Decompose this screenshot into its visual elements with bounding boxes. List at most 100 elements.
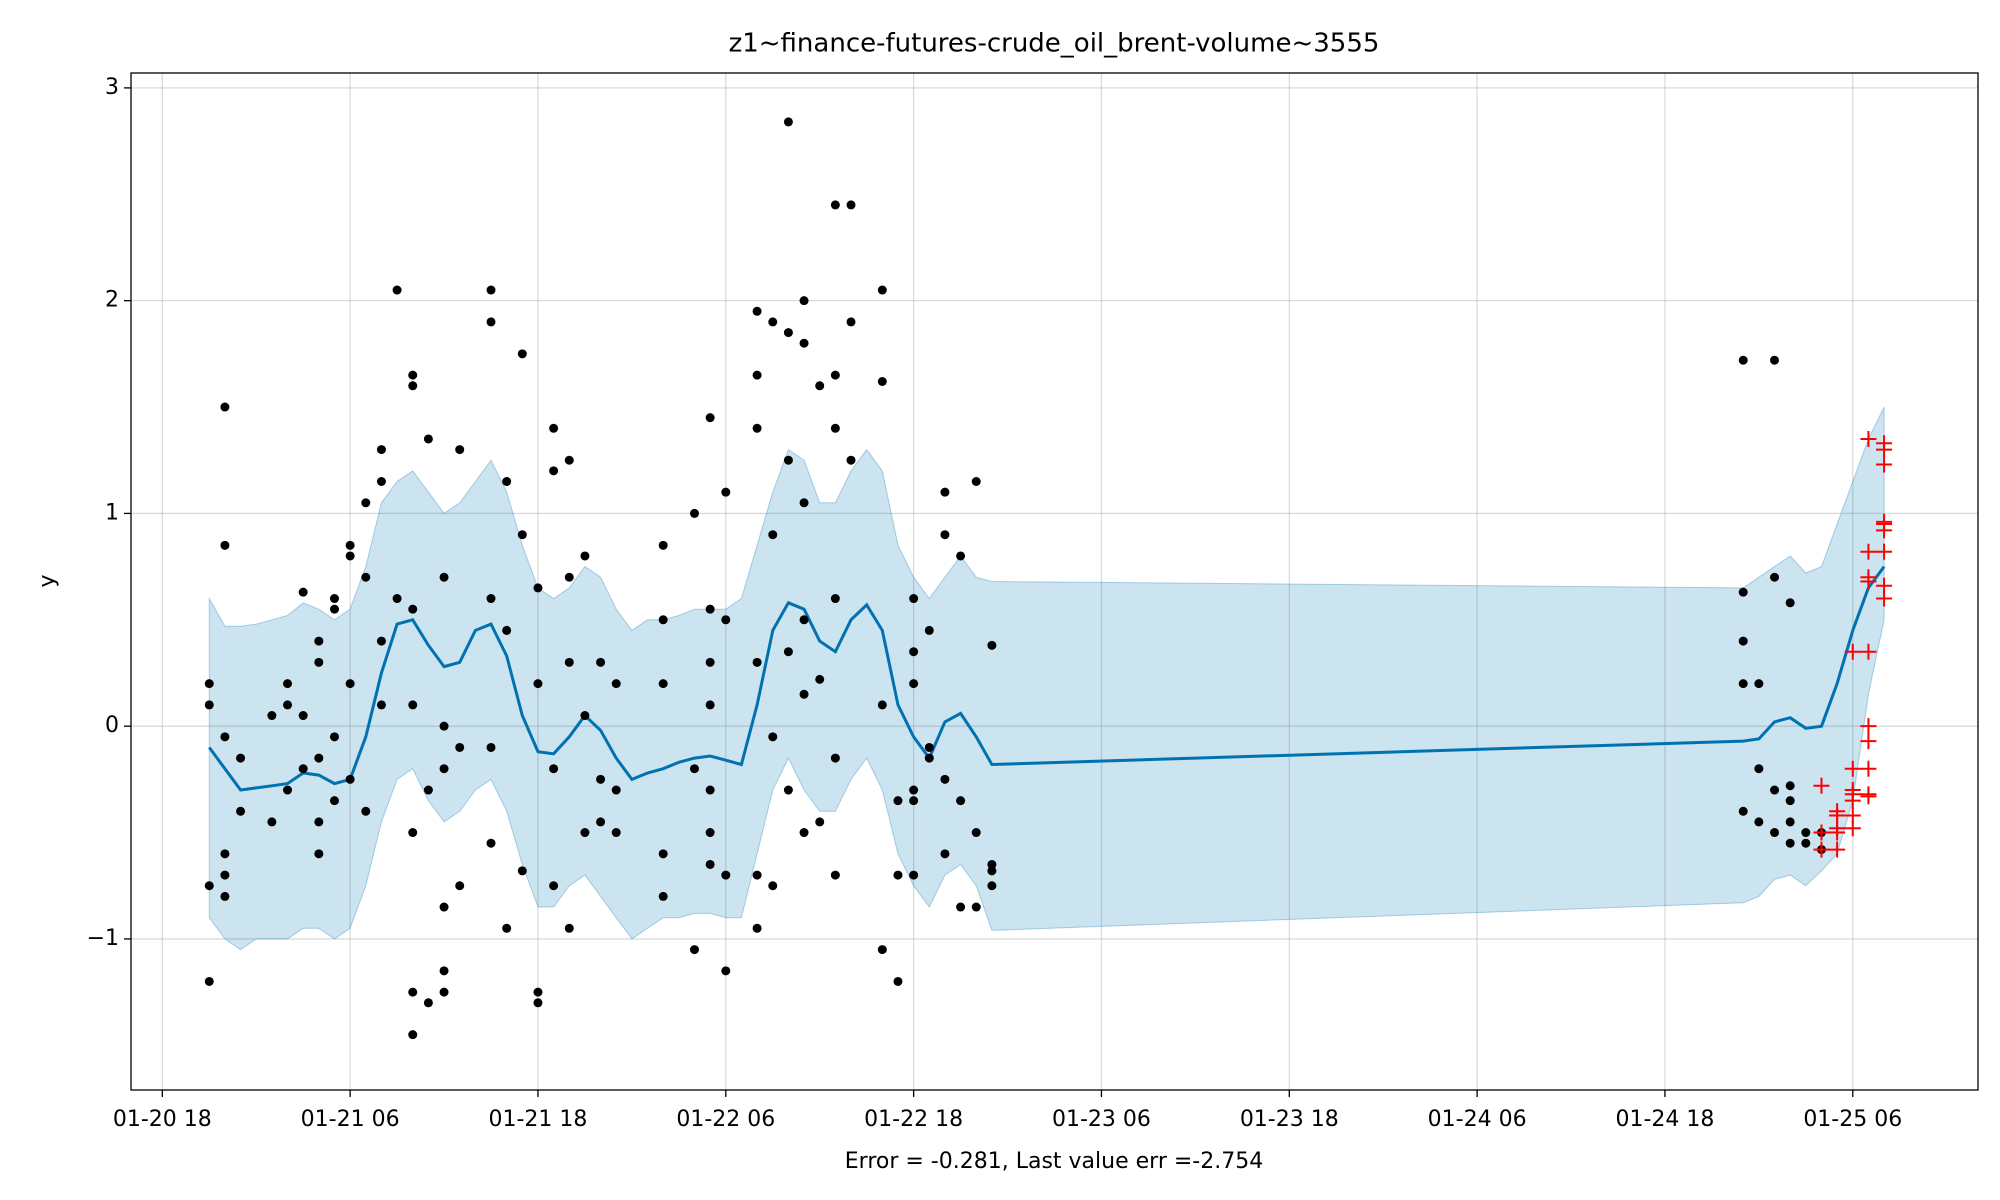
- observed-point: [909, 785, 919, 795]
- future-point: [1860, 718, 1877, 735]
- observed-point: [924, 753, 934, 763]
- observed-point: [533, 998, 543, 1008]
- observed-point: [799, 338, 809, 348]
- observed-point: [768, 530, 778, 540]
- x-tick-label: 01-25 06: [1803, 1107, 1902, 1132]
- observed-point: [1785, 838, 1795, 848]
- observed-point: [1770, 828, 1780, 838]
- observed-point: [455, 881, 465, 891]
- observed-point: [345, 551, 355, 561]
- observed-point: [783, 117, 793, 127]
- observed-point: [705, 413, 715, 423]
- x-tick-label: 01-22 06: [676, 1107, 775, 1132]
- observed-point: [329, 594, 339, 604]
- observed-point: [376, 700, 386, 710]
- future-point: [1844, 792, 1861, 809]
- observed-point: [1801, 828, 1811, 838]
- x-tick-label: 01-24 18: [1615, 1107, 1714, 1132]
- observed-point: [658, 679, 668, 689]
- x-tick-label: 01-21 18: [489, 1107, 588, 1132]
- observed-point: [549, 423, 559, 433]
- observed-point: [1785, 598, 1795, 608]
- observed-point: [877, 945, 887, 955]
- future-point: [1813, 841, 1830, 858]
- observed-point: [1738, 355, 1748, 365]
- observed-point: [971, 902, 981, 912]
- y-tick-label: −1: [87, 926, 119, 951]
- future-point: [1829, 824, 1846, 841]
- observed-point: [314, 657, 324, 667]
- x-axis-label: Error = -0.281, Last value err =-2.754: [845, 1149, 1263, 1174]
- observed-point: [298, 587, 308, 597]
- observed-point: [830, 423, 840, 433]
- future-point: [1876, 590, 1893, 607]
- future-point: [1829, 807, 1846, 824]
- observed-point: [220, 540, 230, 550]
- observed-point: [376, 477, 386, 487]
- x-tick-label: 01-21 06: [301, 1107, 400, 1132]
- observed-point: [752, 657, 762, 667]
- observed-point: [533, 987, 543, 997]
- observed-point: [517, 349, 527, 359]
- observed-point: [564, 657, 574, 667]
- observed-point: [314, 753, 324, 763]
- observed-point: [408, 381, 418, 391]
- grid: [131, 73, 1978, 1090]
- observed-point: [502, 625, 512, 635]
- future-point: [1860, 430, 1877, 447]
- observed-point: [439, 902, 449, 912]
- future-point: [1829, 841, 1846, 858]
- uncertainty-band: [208, 406, 1885, 951]
- observed-point: [1754, 817, 1764, 827]
- observed-point: [987, 859, 997, 869]
- observed-point: [799, 296, 809, 306]
- observed-point: [423, 434, 433, 444]
- observed-point: [267, 817, 277, 827]
- chart-title: z1~finance-futures-crude_oil_brent-volum…: [729, 29, 1380, 59]
- observed-point: [408, 604, 418, 614]
- observed-point: [956, 902, 966, 912]
- observed-point: [283, 700, 293, 710]
- observed-point: [721, 615, 731, 625]
- future-point: [1813, 777, 1830, 794]
- observed-point: [204, 700, 214, 710]
- observed-point: [408, 987, 418, 997]
- observed-point: [408, 370, 418, 380]
- observed-point: [376, 636, 386, 646]
- observed-point: [830, 200, 840, 210]
- observed-point: [345, 540, 355, 550]
- observed-point: [486, 838, 496, 848]
- observed-point: [909, 594, 919, 604]
- observed-point: [439, 987, 449, 997]
- future-point: [1860, 643, 1877, 660]
- observed-point: [533, 679, 543, 689]
- observed-point: [909, 796, 919, 806]
- observed-point: [752, 306, 762, 316]
- observed-point: [502, 923, 512, 933]
- observed-point: [752, 870, 762, 880]
- observed-point: [392, 285, 402, 295]
- observed-point: [940, 849, 950, 859]
- observed-point: [517, 530, 527, 540]
- observed-point: [1785, 817, 1795, 827]
- observed-point: [971, 477, 981, 487]
- observed-point: [956, 551, 966, 561]
- observed-point: [1770, 355, 1780, 365]
- plot-frame: [130, 72, 1979, 1091]
- observed-point: [1754, 679, 1764, 689]
- observed-point: [267, 711, 277, 721]
- observed-point: [361, 572, 371, 582]
- observed-point: [705, 657, 715, 667]
- observed-point: [893, 796, 903, 806]
- forecast-line: [208, 565, 1886, 792]
- observed-point: [1738, 806, 1748, 816]
- x-tick-label: 01-20 18: [113, 1107, 212, 1132]
- future-point: [1860, 573, 1877, 590]
- observed-point: [1785, 796, 1795, 806]
- observed-point: [298, 764, 308, 774]
- observed-point: [783, 455, 793, 465]
- observed-point: [220, 402, 230, 412]
- observed-point: [314, 636, 324, 646]
- observed-point: [658, 615, 668, 625]
- observed-point: [783, 328, 793, 338]
